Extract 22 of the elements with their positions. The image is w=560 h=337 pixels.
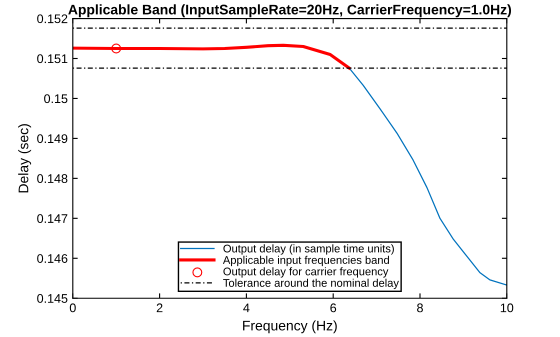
x-tick-label: 4: [243, 304, 250, 312]
y-tick-label: 0.145: [37, 294, 68, 303]
y-tick-label: 0.151: [37, 54, 68, 64]
chart-title: Applicable Band (InputSampleRate=20Hz, CarrierFrequency=1.0Hz): [68, 4, 512, 18]
x-tick-label: 2: [156, 303, 162, 312]
x-tick-label: 6: [330, 303, 336, 312]
y-tick-label: 0.146: [37, 254, 68, 263]
x-axis-title: Frequency (Hz): [243, 320, 337, 334]
line-series: [72, 44, 351, 70]
y-axis-title: Delay (sec): [18, 124, 32, 192]
legend-label: Output delay (in sample time units): [223, 244, 394, 255]
x-tick-label: 0: [70, 303, 76, 312]
y-tick-label: 0.15: [44, 94, 68, 104]
legend-label: Applicable input frequencies band: [222, 256, 389, 266]
y-tick-label: 0.152: [37, 14, 68, 24]
x-tick-label: 10: [500, 303, 514, 312]
y-tick-label: 0.148: [37, 174, 68, 184]
y-tick-label: 0.147: [37, 214, 68, 223]
legend-label: Tolerance around the nominal delay: [223, 278, 399, 290]
legend-label: Output delay for carrier frequency: [223, 267, 388, 278]
y-tick-label: 0.149: [37, 134, 68, 144]
x-tick-label: 8: [417, 303, 423, 312]
